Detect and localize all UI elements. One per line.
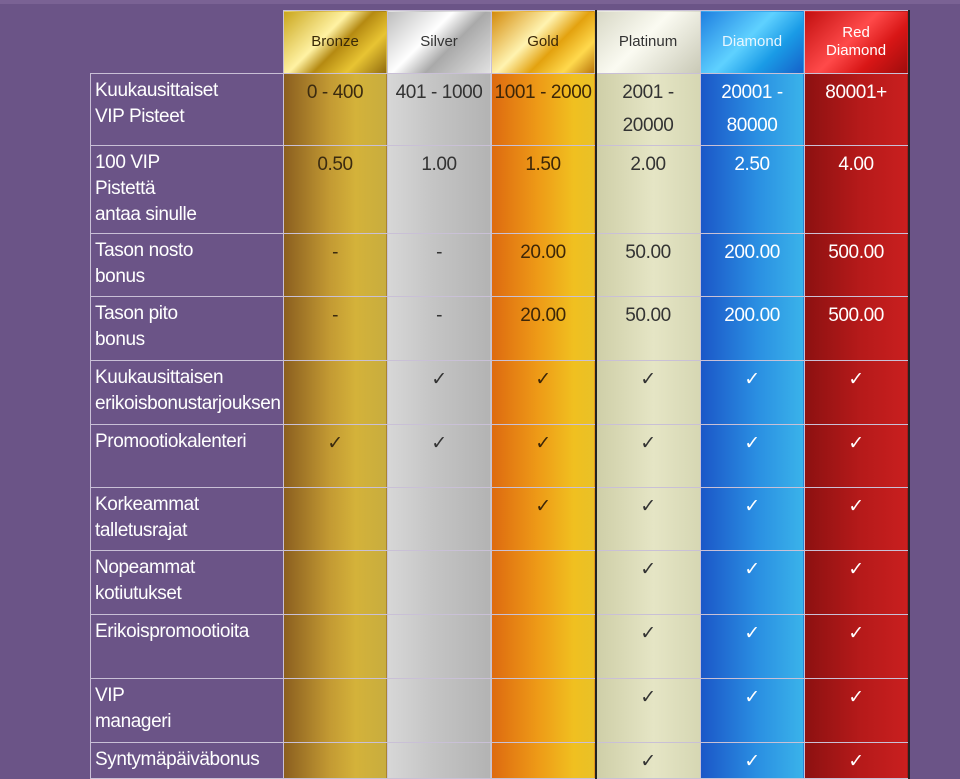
- value-cell-gold: 1001 - 2000: [490, 73, 597, 146]
- value-cell-bronze: [282, 487, 388, 551]
- tier-header-diamond: Diamond: [699, 10, 805, 74]
- check-icon-platinum: ✓: [595, 487, 701, 551]
- header-corner: [91, 11, 284, 74]
- value-cell-silver: [386, 742, 492, 779]
- tier-header-bronze: Bronze: [282, 10, 388, 74]
- value-cell-bronze: 0 - 400: [282, 73, 388, 146]
- value-cell-bronze: [282, 678, 388, 743]
- value-cell-platinum: 2001 - 20000: [595, 73, 701, 146]
- value-cell-bronze: [282, 550, 388, 615]
- value-cell-gold: 20.00: [490, 296, 597, 361]
- row-label: Tason pito bonus: [90, 296, 284, 361]
- table-row: Tason pito bonus - -20.00 50.00 200.00 500.00: [90, 296, 910, 361]
- check-icon-platinum: ✓: [595, 424, 701, 488]
- check-icon-diamond: ✓: [699, 360, 805, 425]
- tier-header-gold: Gold: [490, 10, 597, 74]
- check-icon-red-diamond: ✓: [803, 614, 910, 679]
- row-label: 100 VIP Pistettä antaa sinulle: [90, 145, 284, 234]
- top-border: [0, 0, 960, 4]
- tier-header-row: Bronze Silver Gold Platinum Diamond Red …: [91, 10, 910, 74]
- check-icon-bronze: ✓: [282, 424, 388, 488]
- check-icon-red-diamond: ✓: [803, 424, 910, 488]
- value-cell-gold: [490, 742, 597, 779]
- table-row: Kuukausittaiset VIP Pisteet 0 - 400 401 - …: [90, 73, 910, 146]
- value-cell-red-diamond: 500.00: [803, 296, 910, 361]
- tier-header-silver: Silver: [386, 10, 492, 74]
- table-row: Kuukausittaisen erikoisbonustarjouksen ✓ ✓…: [90, 360, 910, 425]
- check-icon-gold: ✓: [490, 487, 597, 551]
- tier-header-platinum: Platinum: [595, 10, 701, 74]
- row-label: Erikoispromootioita: [90, 614, 284, 679]
- value-cell-bronze: [282, 614, 388, 679]
- row-label: Korkeammat talletusrajat: [90, 487, 284, 551]
- check-icon-platinum: ✓: [595, 360, 701, 425]
- table-row: Korkeammat talletusrajat ✓ ✓ ✓ ✓: [90, 487, 910, 551]
- row-label: Tason nosto bonus: [90, 233, 284, 297]
- value-cell-gold: 20.00: [490, 233, 597, 297]
- check-icon-red-diamond: ✓: [803, 360, 910, 425]
- row-label: Nopeammat kotiutukset: [90, 550, 284, 615]
- value-cell-diamond: 2.50: [699, 145, 805, 234]
- value-cell-red-diamond: 500.00: [803, 233, 910, 297]
- check-icon-gold: ✓: [490, 360, 597, 425]
- value-cell-silver: [386, 550, 492, 615]
- value-cell-platinum: 50.00: [595, 296, 701, 361]
- value-cell-diamond: 20001 - 80000: [699, 73, 805, 146]
- check-icon-diamond: ✓: [699, 487, 805, 551]
- table-row: Tason nosto bonus - -20.00 50.00 200.00 500.0…: [90, 233, 910, 297]
- value-cell-silver: [386, 614, 492, 679]
- check-icon-platinum: ✓: [595, 550, 701, 615]
- value-cell-diamond: 200.00: [699, 296, 805, 361]
- check-icon-diamond: ✓: [699, 614, 805, 679]
- value-cell-silver: -: [386, 233, 492, 297]
- value-cell-silver: [386, 487, 492, 551]
- check-icon-gold: ✓: [490, 424, 597, 488]
- check-icon-silver: ✓: [386, 360, 492, 425]
- value-cell-silver: 1.00: [386, 145, 492, 234]
- row-label: Kuukausittaiset VIP Pisteet: [90, 73, 284, 146]
- value-cell-silver: -: [386, 296, 492, 361]
- row-label: Kuukausittaisen erikoisbonustarjouksen: [90, 360, 284, 425]
- table-row: Nopeammat kotiutukset ✓ ✓ ✓: [90, 550, 910, 615]
- value-cell-bronze: [282, 360, 388, 425]
- value-cell-platinum: 50.00: [595, 233, 701, 297]
- value-cell-silver: [386, 678, 492, 743]
- value-cell-bronze: -: [282, 296, 388, 361]
- check-icon-red-diamond: ✓: [803, 742, 910, 779]
- check-icon-red-diamond: ✓: [803, 550, 910, 615]
- check-icon-diamond: ✓: [699, 424, 805, 488]
- value-cell-gold: [490, 550, 597, 615]
- value-cell-red-diamond: 80001+: [803, 73, 910, 146]
- check-icon-platinum: ✓: [595, 678, 701, 743]
- check-icon-diamond: ✓: [699, 742, 805, 779]
- check-icon-red-diamond: ✓: [803, 487, 910, 551]
- value-cell-gold: [490, 678, 597, 743]
- value-cell-red-diamond: 4.00: [803, 145, 910, 234]
- check-icon-diamond: ✓: [699, 550, 805, 615]
- row-label: Promootiokalenteri: [90, 424, 284, 488]
- value-cell-gold: [490, 614, 597, 679]
- check-icon-diamond: ✓: [699, 678, 805, 743]
- row-label: Syntymäpäiväbonus: [90, 742, 284, 779]
- row-label: VIP manageri: [90, 678, 284, 743]
- value-cell-bronze: [282, 742, 388, 779]
- check-icon-silver: ✓: [386, 424, 492, 488]
- vip-table-body: Kuukausittaiset VIP Pisteet 0 - 400 401 - …: [90, 73, 910, 779]
- value-cell-gold: 1.50: [490, 145, 597, 234]
- table-row: Promootiokalenteri ✓ ✓ ✓ ✓ ✓ ✓: [90, 424, 910, 488]
- check-icon-platinum: ✓: [595, 742, 701, 779]
- value-cell-bronze: 0.50: [282, 145, 388, 234]
- value-cell-silver: 401 - 1000: [386, 73, 492, 146]
- value-cell-bronze: -: [282, 233, 388, 297]
- value-cell-diamond: 200.00: [699, 233, 805, 297]
- table-row: Syntymäpäiväbonus ✓ ✓ ✓: [90, 742, 910, 779]
- table-row: VIP manageri ✓ ✓ ✓: [90, 678, 910, 743]
- check-icon-red-diamond: ✓: [803, 678, 910, 743]
- value-cell-platinum: 2.00: [595, 145, 701, 234]
- table-row: 100 VIP Pistettä antaa sinulle 0.50 1.00 1.…: [90, 145, 910, 234]
- check-icon-platinum: ✓: [595, 614, 701, 679]
- table-row: Erikoispromootioita ✓ ✓ ✓: [90, 614, 910, 679]
- tier-header-red-diamond: Red Diamond: [803, 10, 910, 74]
- vip-levels-table: Bronze Silver Gold Platinum Diamond Red …: [90, 10, 910, 779]
